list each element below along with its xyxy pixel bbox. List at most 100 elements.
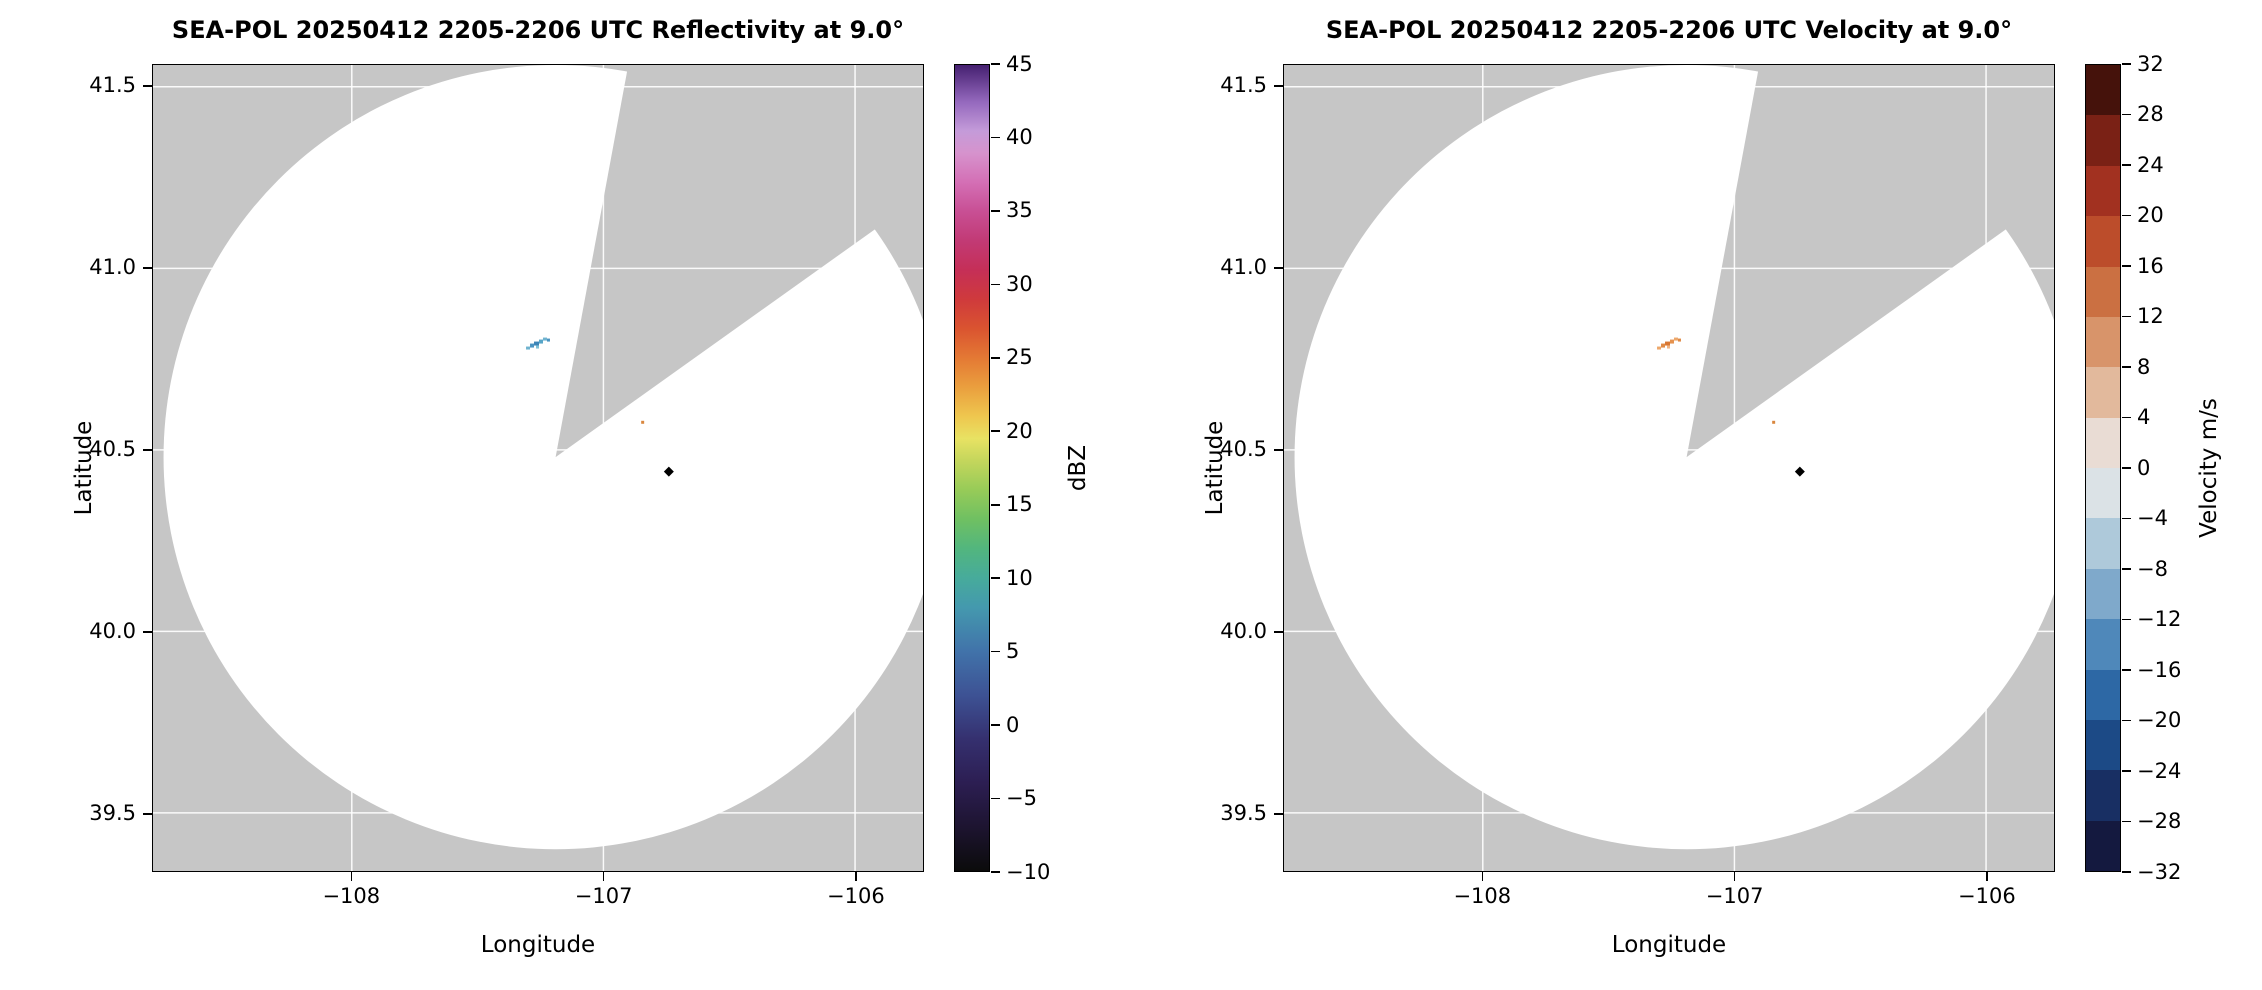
colorbar-tick-label: 32 [2137, 51, 2164, 76]
y-tick-mark [1274, 449, 1283, 451]
x-tick-label: −107 [1705, 884, 1764, 908]
echo-pixel [1669, 339, 1674, 344]
colorbar-band [2086, 820, 2120, 871]
x-axis-label: Longitude [480, 932, 596, 958]
reflectivity-colorbar [954, 64, 990, 872]
colorbar-label: Velocity m/s [2196, 398, 2222, 538]
colorbar-band [2086, 367, 2120, 418]
colorbar-tick-mark [2122, 416, 2131, 419]
colorbar-band [2086, 417, 2120, 468]
y-tick-mark [1274, 267, 1283, 269]
panel-title: SEA-POL 20250412 2205-2206 UTC Reflectiv… [171, 16, 905, 44]
colorbar-tick-mark [2122, 63, 2131, 65]
colorbar-tick-label: −10 [1006, 859, 1051, 884]
plot-area [1283, 64, 2055, 872]
colorbar-band [2086, 216, 2120, 267]
echo-pixel [542, 337, 547, 341]
colorbar-tick-mark [2122, 214, 2131, 217]
colorbar-tick-label: 35 [1006, 198, 1033, 223]
y-tick-mark [1274, 812, 1283, 815]
colorbar-tick-label: 15 [1006, 492, 1033, 517]
radar-ppi-plot [1284, 65, 2054, 871]
colorbar-tick-mark [991, 577, 1000, 579]
blocked-sector [555, 65, 923, 458]
echo-pixel [1661, 343, 1666, 348]
colorbar-tick-mark [2122, 669, 2131, 671]
colorbar-tick-label: 30 [1006, 271, 1033, 296]
echo-pixel [1665, 341, 1670, 346]
colorbar-tick-label: 24 [2137, 152, 2164, 177]
colorbar-band [2086, 316, 2120, 368]
colorbar-tick-mark [2122, 871, 2131, 873]
colorbar-tick-label: 4 [2137, 405, 2151, 429]
y-tick-label: 40.0 [89, 619, 136, 644]
colorbar-tick-label: −20 [2137, 708, 2182, 732]
colorbar-tick-label: 0 [2137, 455, 2151, 480]
echo-pixel [530, 343, 535, 348]
colorbar-tick-mark [991, 357, 1000, 359]
x-tick-mark [1733, 872, 1736, 881]
x-axis-label: Longitude [1611, 932, 1727, 958]
y-axis-label: Latitude [71, 420, 97, 516]
echo-pixel [1673, 337, 1678, 341]
y-tick-mark [143, 449, 152, 451]
colorbar-tick-mark [991, 871, 1000, 873]
colorbar-band [2086, 468, 2120, 519]
colorbar-band [2086, 165, 2120, 217]
x-tick-mark [1481, 872, 1484, 881]
x-tick-label: −107 [574, 884, 633, 908]
colorbar-tick-label: 12 [2137, 304, 2164, 328]
colorbar-band [2086, 65, 2120, 116]
y-tick-mark [143, 267, 152, 269]
x-tick-mark [602, 872, 605, 881]
y-tick-label: 41.5 [89, 73, 136, 98]
colorbar-band [2086, 770, 2120, 821]
echo-pixel [641, 420, 645, 424]
colorbar-tick-label: −32 [2137, 859, 2182, 884]
colorbar-tick-label: 16 [2137, 253, 2164, 278]
panel-title: SEA-POL 20250412 2205-2206 UTC Velocity … [1325, 16, 2013, 44]
colorbar-tick-label: 25 [1006, 345, 1033, 370]
y-tick-label: 40.0 [1220, 619, 1267, 644]
colorbar-tick-mark [2122, 820, 2131, 823]
y-tick-mark [1274, 85, 1283, 87]
velocity-colorbar [2085, 64, 2121, 872]
colorbar-tick-mark [2122, 568, 2131, 570]
y-tick-label: 41.5 [1220, 73, 1267, 98]
colorbar-tick-label: 5 [1006, 639, 1020, 664]
colorbar-tick-label: 40 [1006, 124, 1033, 149]
colorbar-tick-label: 10 [1006, 565, 1033, 590]
colorbar-tick-mark [991, 724, 1000, 726]
colorbar-tick-label: −16 [2137, 657, 2182, 682]
colorbar-band [2086, 568, 2120, 620]
colorbar-tick-label: −5 [1006, 786, 1037, 811]
colorbar-tick-mark [2122, 467, 2131, 469]
colorbar-label: dBZ [1065, 444, 1091, 492]
colorbar-tick-label: 45 [1006, 51, 1033, 76]
echo-pixel [546, 338, 550, 342]
x-tick-label: −108 [322, 884, 381, 908]
plot-area [152, 64, 924, 872]
x-tick-mark [350, 872, 353, 881]
y-tick-mark [143, 812, 152, 815]
colorbar-band [2086, 619, 2120, 670]
echo-pixel [538, 339, 543, 344]
y-tick-mark [143, 85, 152, 87]
x-tick-mark [855, 872, 857, 881]
colorbar-tick-mark [991, 63, 1000, 65]
colorbar-tick-mark [2122, 366, 2131, 368]
velocity-panel: SEA-POL 20250412 2205-2206 UTC Velocity … [1131, 0, 2262, 990]
y-tick-label: 39.5 [89, 801, 136, 826]
y-tick-label: 41.0 [89, 255, 136, 280]
colorbar-tick-label: −28 [2137, 809, 2182, 833]
y-tick-mark [143, 630, 152, 633]
colorbar-tick-label: −8 [2137, 556, 2168, 581]
colorbar-tick-mark [991, 503, 1000, 506]
colorbar-tick-label: −24 [2137, 758, 2182, 783]
y-axis-label: Latitude [1202, 420, 1228, 516]
echo-pixel [534, 341, 539, 346]
colorbar-tick-mark [2122, 315, 2131, 318]
colorbar-tick-mark [991, 210, 1000, 212]
colorbar-tick-label: 20 [2137, 203, 2164, 227]
